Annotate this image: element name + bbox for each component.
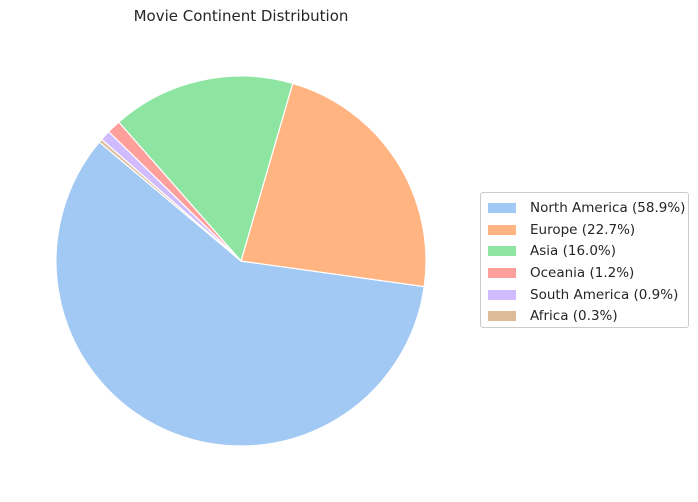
pie-slice-1 xyxy=(240,82,427,288)
legend-label: Europe (22.7%) xyxy=(530,221,636,238)
legend-entry: North America (58.9%) xyxy=(481,197,688,219)
legend-swatch xyxy=(488,246,516,257)
legend-label: South America (0.9%) xyxy=(530,286,679,303)
legend-swatch xyxy=(488,224,516,235)
legend-entry: Asia (16.0%) xyxy=(481,240,688,262)
legend-entry: Europe (22.7%) xyxy=(481,219,688,241)
legend-swatch xyxy=(488,267,516,278)
legend-label: Oceania (1.2%) xyxy=(530,264,635,281)
legend-label: Africa (0.3%) xyxy=(530,308,618,325)
legend-swatch xyxy=(488,202,516,213)
legend-swatch xyxy=(488,289,516,300)
legend-entry: Oceania (1.2%) xyxy=(481,262,688,284)
legend-swatch xyxy=(488,311,516,322)
chart-title: Movie Continent Distribution xyxy=(133,7,349,25)
pie-slice-5 xyxy=(98,138,242,262)
legend-entry: Africa (0.3%) xyxy=(481,305,688,327)
legend-label: North America (58.9%) xyxy=(530,199,686,216)
pie-slice-2 xyxy=(118,75,294,262)
legend-entry: South America (0.9%) xyxy=(481,284,688,306)
legend-label: Asia (16.0%) xyxy=(530,243,617,260)
pie-slice-0 xyxy=(55,141,425,447)
legend: North America (58.9%) Europe (22.7%) Asia … xyxy=(480,192,689,328)
